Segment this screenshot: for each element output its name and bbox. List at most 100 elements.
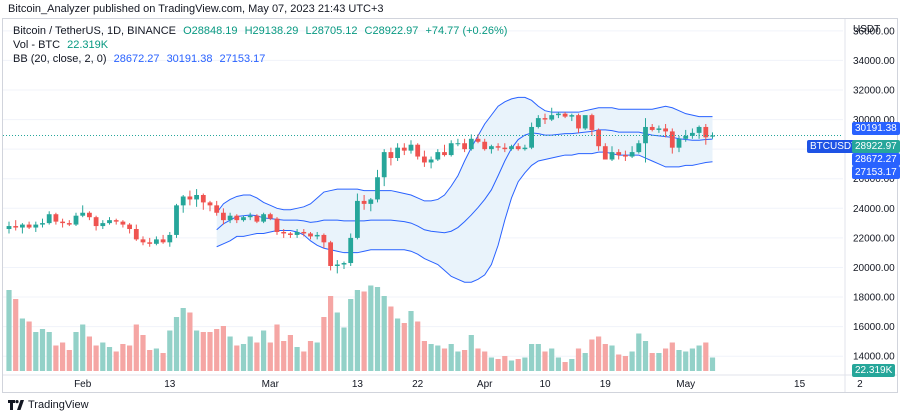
- candle-body: [556, 113, 561, 116]
- candle-body: [656, 128, 662, 130]
- volume-bar: [26, 321, 32, 371]
- candle-body: [489, 146, 494, 150]
- candle-body: [288, 233, 293, 235]
- candle-body: [174, 205, 179, 235]
- price-tick-label: 18000.00: [853, 293, 895, 304]
- volume-bar: [582, 353, 588, 371]
- candle-body: [495, 146, 501, 148]
- legend-symbol[interactable]: Bitcoin / TetherUS, 1D, BINANCE: [13, 25, 177, 37]
- volume-bar: [100, 342, 106, 371]
- volume-bar: [616, 354, 622, 371]
- volume-bar: [408, 311, 414, 371]
- candle-body: [154, 239, 159, 244]
- time-tick-label: 19: [600, 379, 612, 390]
- volume-bar: [482, 351, 488, 371]
- legend-bb-label[interactable]: BB (20, close, 2, 0): [13, 53, 107, 65]
- time-tick-label: 22: [412, 379, 424, 390]
- chart-area[interactable]: USDT36000.0034000.0032000.0030000.002800…: [2, 18, 900, 393]
- candle-body: [247, 215, 253, 218]
- volume-bar: [555, 357, 561, 371]
- candle-body: [267, 214, 273, 219]
- volume-bar: [267, 342, 273, 371]
- volume-bar: [549, 348, 555, 371]
- volume-bar: [542, 351, 548, 371]
- volume-bar: [194, 330, 200, 371]
- volume-badge: 22.319K: [852, 364, 896, 377]
- volume-bar: [663, 348, 669, 371]
- brand-text: TradingView: [28, 399, 89, 411]
- candle-body: [20, 224, 25, 228]
- candle-body: [468, 138, 474, 150]
- candle-body: [334, 264, 340, 266]
- volume-bar: [468, 335, 474, 371]
- candle-body: [120, 221, 126, 225]
- candle-body: [180, 196, 186, 206]
- candle-body: [167, 234, 173, 243]
- candle-body: [66, 223, 72, 225]
- candle-body: [140, 239, 146, 243]
- candle-body: [542, 118, 548, 120]
- volume-bar: [127, 345, 133, 371]
- volume-bar: [33, 332, 39, 371]
- legend-bb: BB (20, close, 2, 0) 28672.27 30191.38 2…: [13, 53, 269, 65]
- candle-body: [314, 234, 320, 237]
- publisher-header: Bitcoin_Analyzer published on TradingVie…: [8, 3, 384, 15]
- candle-body: [308, 233, 313, 237]
- candle-body: [194, 195, 199, 200]
- volume-bar: [529, 344, 535, 371]
- candle-body: [549, 115, 555, 120]
- volume-bar: [348, 299, 354, 371]
- candle-body: [629, 152, 635, 157]
- price-tick-label: 26000.00: [853, 174, 895, 185]
- volume-bar: [696, 345, 702, 371]
- volume-bar: [301, 351, 307, 371]
- tradingview-logo-icon: [8, 400, 24, 410]
- price-axis-currency: USDT: [853, 24, 880, 35]
- candle-body: [281, 231, 287, 234]
- volume-bar: [683, 351, 689, 371]
- candle-body: [482, 141, 488, 150]
- volume-bar: [361, 291, 367, 371]
- candle-body: [40, 223, 45, 225]
- chart-canvas[interactable]: USDT36000.0034000.0032000.0030000.002800…: [3, 19, 897, 392]
- candle-body: [46, 214, 52, 224]
- volume-bar: [227, 336, 233, 371]
- candle-body: [53, 214, 59, 222]
- volume-bar: [629, 351, 635, 371]
- volume-bar: [13, 299, 19, 371]
- legend-vol-label[interactable]: Vol - BTC: [13, 39, 61, 51]
- candle-body: [415, 144, 421, 157]
- volume-bar: [596, 336, 602, 371]
- candle-body: [147, 242, 153, 244]
- volume-bar: [368, 285, 374, 371]
- candle-body: [261, 214, 266, 222]
- time-tick-label: 15: [794, 379, 806, 390]
- candle-body: [435, 152, 441, 160]
- volume-bar: [649, 353, 655, 371]
- volume-bar: [589, 339, 595, 371]
- candle-body: [649, 126, 655, 130]
- volume-bar: [502, 356, 508, 371]
- volume-bar: [676, 350, 682, 371]
- candle-body: [623, 155, 628, 157]
- time-tick-label: 13: [352, 379, 364, 390]
- legend-open: O28848.19: [183, 25, 238, 37]
- price-tick-label: 22000.00: [853, 233, 895, 244]
- time-tick-label: Mar: [262, 379, 280, 390]
- candle-body: [710, 135, 715, 137]
- volume-bar: [86, 336, 92, 371]
- volume-bar: [321, 317, 327, 371]
- candle-body: [582, 115, 588, 129]
- volume-bar: [455, 351, 461, 371]
- volume-bar: [214, 329, 220, 371]
- volume-bar: [140, 335, 146, 371]
- volume-bar: [488, 357, 494, 371]
- volume-bar: [515, 359, 521, 371]
- candle-body: [529, 126, 534, 148]
- tradingview-brand[interactable]: TradingView: [8, 399, 89, 411]
- candle-body: [214, 205, 220, 213]
- candle-body: [669, 131, 675, 148]
- volume-bar: [180, 308, 186, 371]
- candle-body: [428, 159, 434, 163]
- candle-body: [113, 220, 119, 222]
